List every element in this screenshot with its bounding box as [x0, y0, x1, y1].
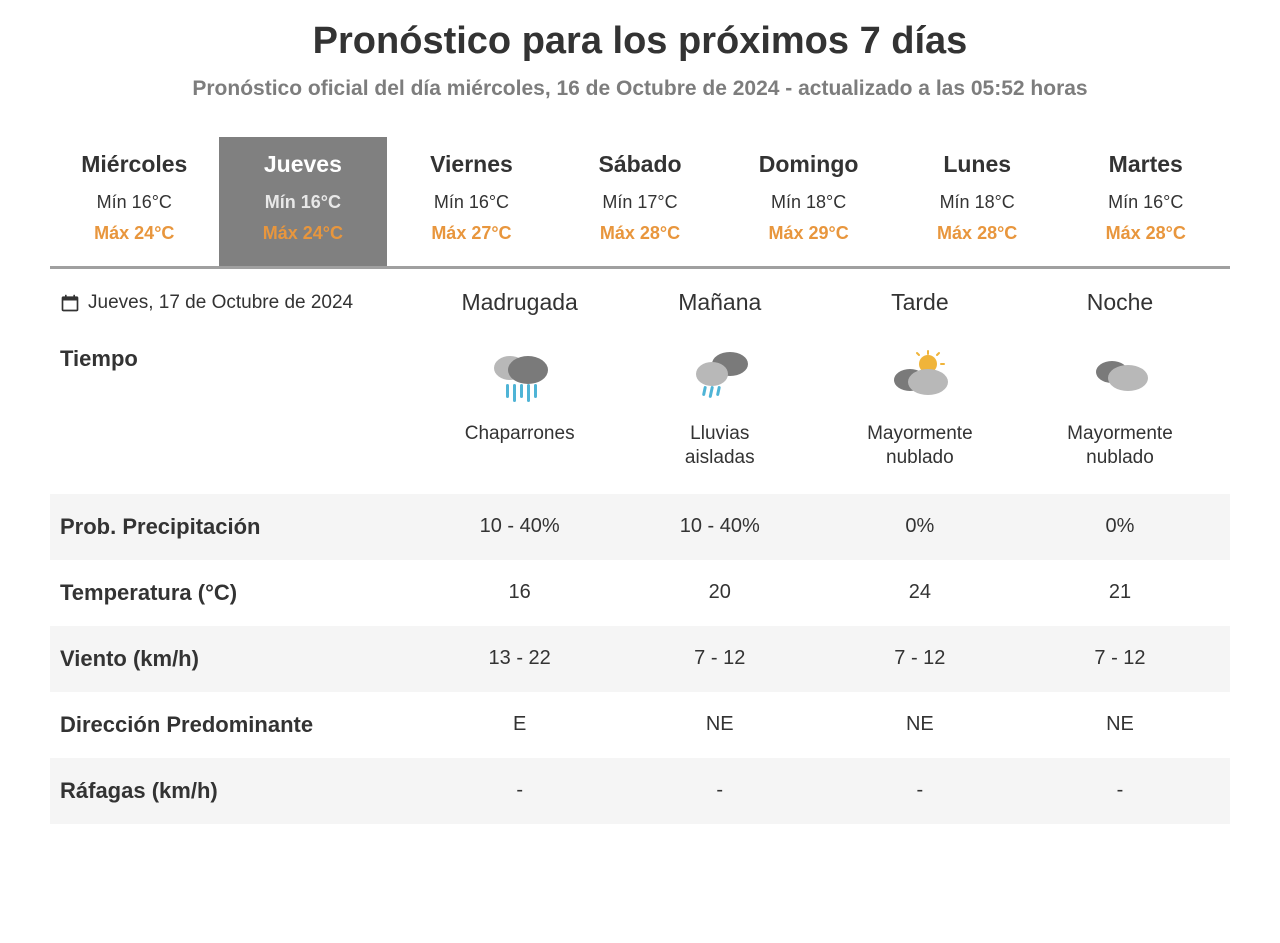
subtitle-time: 05:52 — [971, 77, 1025, 100]
period-header: Madrugada — [420, 289, 620, 316]
cell: 20 — [620, 581, 820, 604]
subtitle-prefix: Pronóstico oficial del día — [192, 77, 441, 100]
mostly-cloudy-icon — [1084, 340, 1156, 412]
tiempo-cell: Mayormentenublado — [1020, 340, 1220, 470]
tiempo-desc: Mayormentenublado — [1067, 422, 1173, 470]
cell: E — [420, 713, 620, 736]
tiempo-desc: Lluviasaisladas — [685, 422, 755, 470]
row-cells: 10 - 40%10 - 40%0%0% — [420, 515, 1220, 538]
subtitle-updated-label: actualizado a las — [798, 77, 965, 100]
cell: 24 — [820, 581, 1020, 604]
day-min: Mín 17°C — [562, 192, 719, 213]
day-max: Máx 28°C — [1067, 223, 1224, 244]
day-min: Mín 16°C — [1067, 192, 1224, 213]
detail-header-row: Jueves, 17 de Octubre de 2024 MadrugadaM… — [50, 269, 1230, 322]
row-label: Dirección Predominante — [60, 712, 420, 738]
day-max: Máx 24°C — [56, 223, 213, 244]
cell: NE — [620, 713, 820, 736]
day-tab-lunes[interactable]: Lunes Mín 18°C Máx 28°C — [893, 137, 1062, 266]
subtitle: Pronóstico oficial del día miércoles, 16… — [50, 77, 1230, 101]
forecast-widget: Pronóstico para los próximos 7 días Pron… — [50, 0, 1230, 824]
day-name: Martes — [1067, 151, 1224, 178]
day-max: Máx 28°C — [562, 223, 719, 244]
data-row: Prob. Precipitación10 - 40%10 - 40%0%0% — [50, 494, 1230, 560]
data-row: Ráfagas (km/h)---- — [50, 758, 1230, 824]
row-label: Prob. Precipitación — [60, 514, 420, 540]
cell: 7 - 12 — [1020, 647, 1220, 670]
period-header: Mañana — [620, 289, 820, 316]
subtitle-suffix: horas — [1030, 77, 1087, 100]
cell: 21 — [1020, 581, 1220, 604]
cell: 7 - 12 — [620, 647, 820, 670]
day-max: Máx 24°C — [225, 223, 382, 244]
row-label: Ráfagas (km/h) — [60, 778, 420, 804]
detail-date: Jueves, 17 de Octubre de 2024 — [60, 292, 420, 314]
day-tab-jueves[interactable]: Jueves Mín 16°C Máx 24°C — [219, 137, 388, 266]
calendar-icon — [60, 293, 80, 313]
day-min: Mín 16°C — [225, 192, 382, 213]
day-tab-martes[interactable]: Martes Mín 16°C Máx 28°C — [1061, 137, 1230, 266]
cell: 13 - 22 — [420, 647, 620, 670]
cell: 10 - 40% — [420, 515, 620, 538]
row-label: Viento (km/h) — [60, 646, 420, 672]
day-name: Jueves — [225, 151, 382, 178]
tiempo-cell: Chaparrones — [420, 340, 620, 470]
day-tabs: MiércolesMín 16°CMáx 24°CJuevesMín 16°CM… — [50, 137, 1230, 269]
day-min: Mín 16°C — [393, 192, 550, 213]
tiempo-cell: Mayormentenublado — [820, 340, 1020, 470]
detail-date-text: Jueves, 17 de Octubre de 2024 — [88, 292, 353, 314]
data-row: Dirección PredominanteENENENE — [50, 692, 1230, 758]
data-row: Temperatura (°C)16202421 — [50, 560, 1230, 626]
tiempo-label: Tiempo — [60, 340, 420, 372]
period-header: Tarde — [820, 289, 1020, 316]
isolated-rain-icon — [684, 340, 756, 412]
day-min: Mín 18°C — [899, 192, 1056, 213]
day-min: Mín 16°C — [56, 192, 213, 213]
cell: - — [620, 779, 820, 802]
cell: 10 - 40% — [620, 515, 820, 538]
day-max: Máx 27°C — [393, 223, 550, 244]
subtitle-sep: - — [785, 77, 798, 100]
cell: NE — [1020, 713, 1220, 736]
row-label: Temperatura (°C) — [60, 580, 420, 606]
day-tab-viernes[interactable]: Viernes Mín 16°C Máx 27°C — [387, 137, 556, 266]
cell: 7 - 12 — [820, 647, 1020, 670]
page-title: Pronóstico para los próximos 7 días — [50, 20, 1230, 63]
tiempo-desc: Mayormentenublado — [867, 422, 973, 470]
day-max: Máx 29°C — [730, 223, 887, 244]
row-cells: ENENENE — [420, 713, 1220, 736]
row-cells: 13 - 227 - 127 - 127 - 12 — [420, 647, 1220, 670]
row-cells: 16202421 — [420, 581, 1220, 604]
subtitle-date: miércoles, 16 de Octubre de 2024 — [447, 77, 780, 100]
cell: - — [1020, 779, 1220, 802]
day-name: Viernes — [393, 151, 550, 178]
day-tab-sábado[interactable]: Sábado Mín 17°C Máx 28°C — [556, 137, 725, 266]
row-cells: ---- — [420, 779, 1220, 802]
cell: 0% — [820, 515, 1020, 538]
cell: 0% — [1020, 515, 1220, 538]
tiempo-cell: Lluviasaisladas — [620, 340, 820, 470]
day-name: Lunes — [899, 151, 1056, 178]
data-rows: Prob. Precipitación10 - 40%10 - 40%0%0%T… — [50, 494, 1230, 824]
cell: - — [820, 779, 1020, 802]
cell: 16 — [420, 581, 620, 604]
period-headers: MadrugadaMañanaTardeNoche — [420, 289, 1220, 316]
data-row: Viento (km/h)13 - 227 - 127 - 127 - 12 — [50, 626, 1230, 692]
tiempo-row: Tiempo Chaparrones Lluviasaisladas Mayor… — [50, 322, 1230, 494]
period-header: Noche — [1020, 289, 1220, 316]
day-max: Máx 28°C — [899, 223, 1056, 244]
showers-icon — [484, 340, 556, 412]
tiempo-cells: Chaparrones Lluviasaisladas Mayormentenu… — [420, 340, 1220, 470]
day-name: Miércoles — [56, 151, 213, 178]
day-name: Domingo — [730, 151, 887, 178]
day-name: Sábado — [562, 151, 719, 178]
day-tab-miércoles[interactable]: Miércoles Mín 16°C Máx 24°C — [50, 137, 219, 266]
day-tab-domingo[interactable]: Domingo Mín 18°C Máx 29°C — [724, 137, 893, 266]
tiempo-desc: Chaparrones — [465, 422, 575, 446]
cell: NE — [820, 713, 1020, 736]
day-min: Mín 18°C — [730, 192, 887, 213]
cell: - — [420, 779, 620, 802]
mostly-cloudy-day-icon — [884, 340, 956, 412]
